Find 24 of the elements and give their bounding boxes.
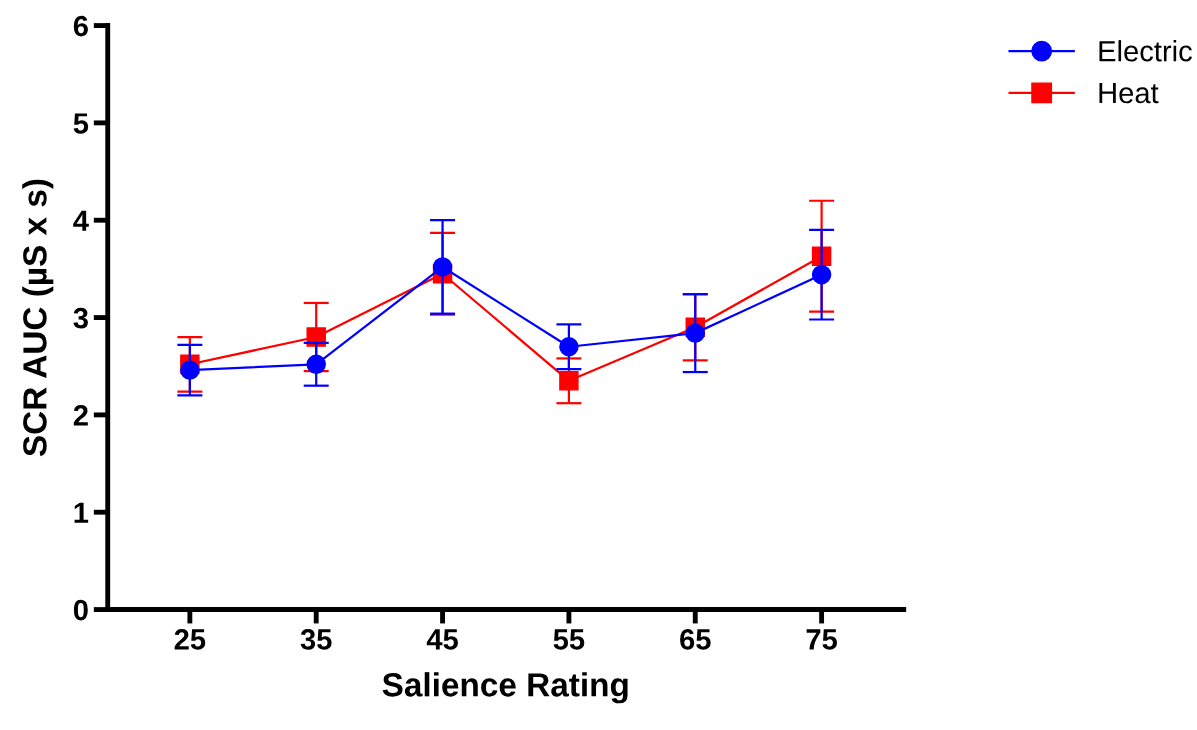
x-tick-label: 25: [174, 629, 206, 650]
point: [559, 337, 579, 357]
point: [559, 371, 579, 391]
x-tick-label: 65: [680, 629, 711, 650]
x-tick-label: 45: [426, 629, 458, 650]
point: [432, 257, 453, 277]
x-axis-title: Salience Rating: [382, 672, 628, 704]
y-tick-label: 1: [74, 502, 89, 523]
point: [306, 354, 326, 374]
y-tick-label: 6: [73, 15, 88, 37]
y-tick-label: 2: [73, 405, 88, 426]
y-tick-label: 0: [73, 599, 88, 621]
y-tick-label: 3: [73, 307, 88, 329]
x-tick-label: 55: [553, 629, 585, 650]
point: [811, 265, 832, 285]
point: [685, 323, 705, 343]
y-tick-label: 5: [73, 113, 89, 134]
x-tick-label: 75: [806, 629, 838, 650]
y-tick-label: 4: [73, 210, 89, 231]
y-axis-title: SCR AUC (µS x s): [22, 179, 54, 457]
legend-label: Electric: [1099, 40, 1192, 62]
point: [180, 360, 200, 380]
x-tick-label: 35: [300, 629, 332, 650]
legend-label: Heat: [1099, 82, 1159, 104]
